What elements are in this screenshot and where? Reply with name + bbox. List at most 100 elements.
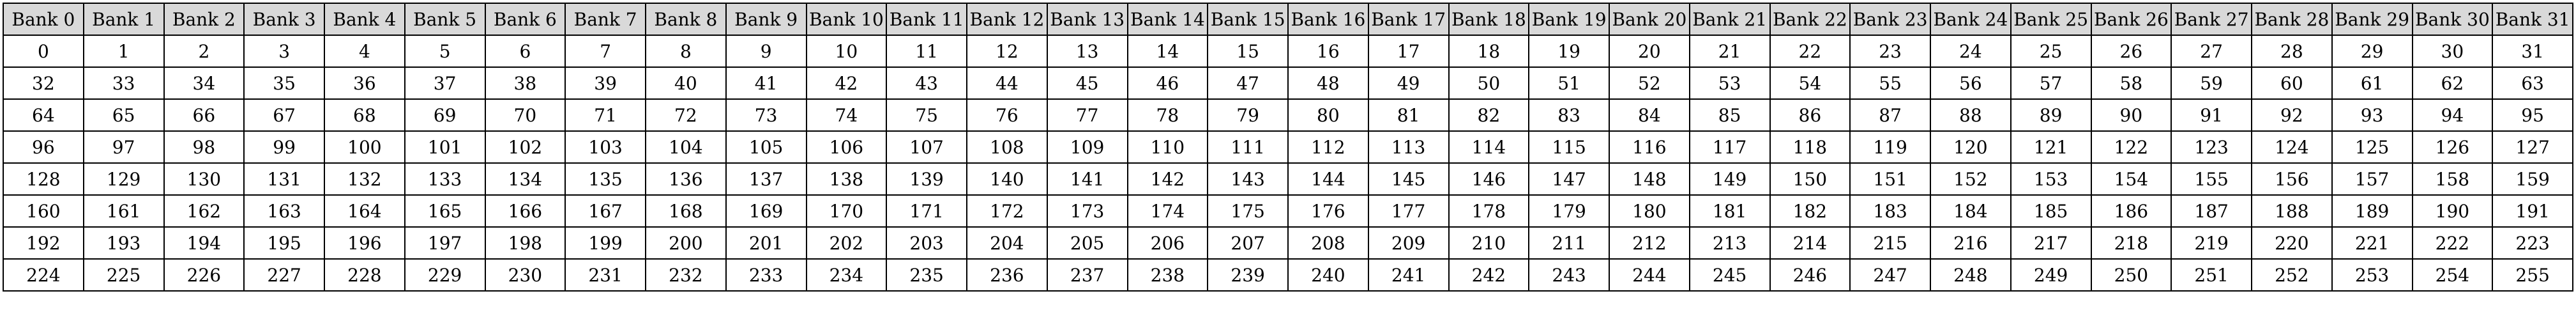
address-cell: 232 <box>645 258 727 292</box>
bank-header-cell: Bank 1 <box>82 3 165 36</box>
address-cell: 97 <box>82 130 165 164</box>
address-cell: 98 <box>163 130 245 164</box>
address-cell: 158 <box>2411 162 2494 196</box>
address-cell: 0 <box>3 35 84 68</box>
address-cell: 183 <box>1849 194 1931 228</box>
address-cell: 87 <box>1849 98 1931 132</box>
address-cell: 61 <box>2331 66 2413 100</box>
bank-header-cell: Bank 9 <box>725 3 807 36</box>
address-cell: 178 <box>1448 194 1530 228</box>
address-cell: 123 <box>2171 130 2252 164</box>
address-cell: 89 <box>2010 98 2092 132</box>
bank-header-cell: Bank 20 <box>1609 3 1690 36</box>
address-cell: 248 <box>1930 258 2012 292</box>
address-cell: 70 <box>484 98 566 132</box>
address-cell: 175 <box>1207 194 1289 228</box>
address-cell: 215 <box>1849 226 1931 260</box>
bank-header-cell: Bank 0 <box>3 3 84 36</box>
address-cell: 96 <box>3 130 84 164</box>
address-cell: 199 <box>564 226 646 260</box>
address-cell: 237 <box>1046 258 1128 292</box>
address-cell: 3 <box>243 35 325 68</box>
address-cell: 156 <box>2251 162 2333 196</box>
address-cell: 51 <box>1528 66 1610 100</box>
address-cell: 112 <box>1287 130 1369 164</box>
table-row: 0 1 2 3 4 5 6 7 8 9 10 11 12 13 14 15 16 17 18 19 20 21 22 23 24… <box>3 35 2573 68</box>
address-cell: 119 <box>1849 130 1931 164</box>
address-cell: 133 <box>404 162 486 196</box>
bank-header-cell: Bank 13 <box>1046 3 1128 36</box>
address-cell: 188 <box>2251 194 2333 228</box>
address-cell: 4 <box>324 35 405 68</box>
address-cell: 200 <box>645 226 727 260</box>
address-cell: 15 <box>1207 35 1289 68</box>
address-cell: 154 <box>2090 162 2172 196</box>
address-cell: 71 <box>564 98 646 132</box>
address-cell: 127 <box>2492 130 2573 164</box>
bank-header-cell: Bank 25 <box>2010 3 2092 36</box>
address-cell: 104 <box>645 130 727 164</box>
bank-header-cell: Bank 26 <box>2090 3 2172 36</box>
address-cell: 108 <box>966 130 1048 164</box>
address-cell: 245 <box>1688 258 1771 292</box>
address-cell: 91 <box>2171 98 2252 132</box>
address-cell: 30 <box>2411 35 2494 68</box>
address-cell: 165 <box>404 194 486 228</box>
address-cell: 109 <box>1046 130 1128 164</box>
address-cell: 145 <box>1367 162 1450 196</box>
address-cell: 220 <box>2251 226 2333 260</box>
bank-header-cell: Bank 12 <box>966 3 1048 36</box>
bank-body: 0 1 2 3 4 5 6 7 8 9 10 11 12 13 14 15 16 17 18 19 20 21 22 23 24… <box>3 35 2573 292</box>
address-cell: 187 <box>2171 194 2252 228</box>
address-cell: 64 <box>3 98 84 132</box>
address-cell: 41 <box>725 66 807 100</box>
table-row: 32 33 34 35 36 37 38 39 40 41 42 43 44 45 46 47 48 49 50 51… <box>3 66 2573 100</box>
bank-header-cell: Bank 22 <box>1769 3 1851 36</box>
address-cell: 122 <box>2090 130 2172 164</box>
address-cell: 49 <box>1367 66 1450 100</box>
address-cell: 213 <box>1688 226 1771 260</box>
address-cell: 59 <box>2171 66 2252 100</box>
address-cell: 54 <box>1769 66 1851 100</box>
address-cell: 241 <box>1367 258 1450 292</box>
address-cell: 110 <box>1126 130 1209 164</box>
address-cell: 21 <box>1688 35 1771 68</box>
bank-header-cell: Bank 5 <box>404 3 486 36</box>
address-cell: 233 <box>725 258 807 292</box>
address-cell: 74 <box>805 98 888 132</box>
address-cell: 113 <box>1367 130 1450 164</box>
address-cell: 95 <box>2492 98 2573 132</box>
address-cell: 242 <box>1448 258 1530 292</box>
bank-header-cell: Bank 18 <box>1448 3 1530 36</box>
address-cell: 235 <box>886 258 967 292</box>
address-cell: 83 <box>1528 98 1610 132</box>
address-cell: 221 <box>2331 226 2413 260</box>
address-cell: 121 <box>2010 130 2092 164</box>
address-cell: 197 <box>404 226 486 260</box>
bank-header-row: Bank 0 Bank 1 Bank 2 Bank 3 Bank 4 Bank … <box>3 3 2573 36</box>
address-cell: 153 <box>2010 162 2092 196</box>
bank-mapping-table: Bank 0 Bank 1 Bank 2 Bank 3 Bank 4 Bank … <box>3 3 2573 292</box>
address-cell: 46 <box>1126 66 1209 100</box>
address-cell: 219 <box>2171 226 2252 260</box>
address-cell: 244 <box>1609 258 1690 292</box>
address-cell: 243 <box>1528 258 1610 292</box>
address-cell: 65 <box>82 98 165 132</box>
address-cell: 22 <box>1769 35 1851 68</box>
address-cell: 250 <box>2090 258 2172 292</box>
address-cell: 93 <box>2331 98 2413 132</box>
address-cell: 229 <box>404 258 486 292</box>
address-cell: 37 <box>404 66 486 100</box>
address-cell: 186 <box>2090 194 2172 228</box>
bank-header-cell: Bank 24 <box>1930 3 2012 36</box>
address-cell: 142 <box>1126 162 1209 196</box>
address-cell: 111 <box>1207 130 1289 164</box>
address-cell: 204 <box>966 226 1048 260</box>
address-cell: 132 <box>324 162 405 196</box>
address-cell: 76 <box>966 98 1048 132</box>
address-cell: 214 <box>1769 226 1851 260</box>
address-cell: 124 <box>2251 130 2333 164</box>
bank-header-cell: Bank 3 <box>243 3 325 36</box>
address-cell: 114 <box>1448 130 1530 164</box>
bank-header-cell: Bank 16 <box>1287 3 1369 36</box>
